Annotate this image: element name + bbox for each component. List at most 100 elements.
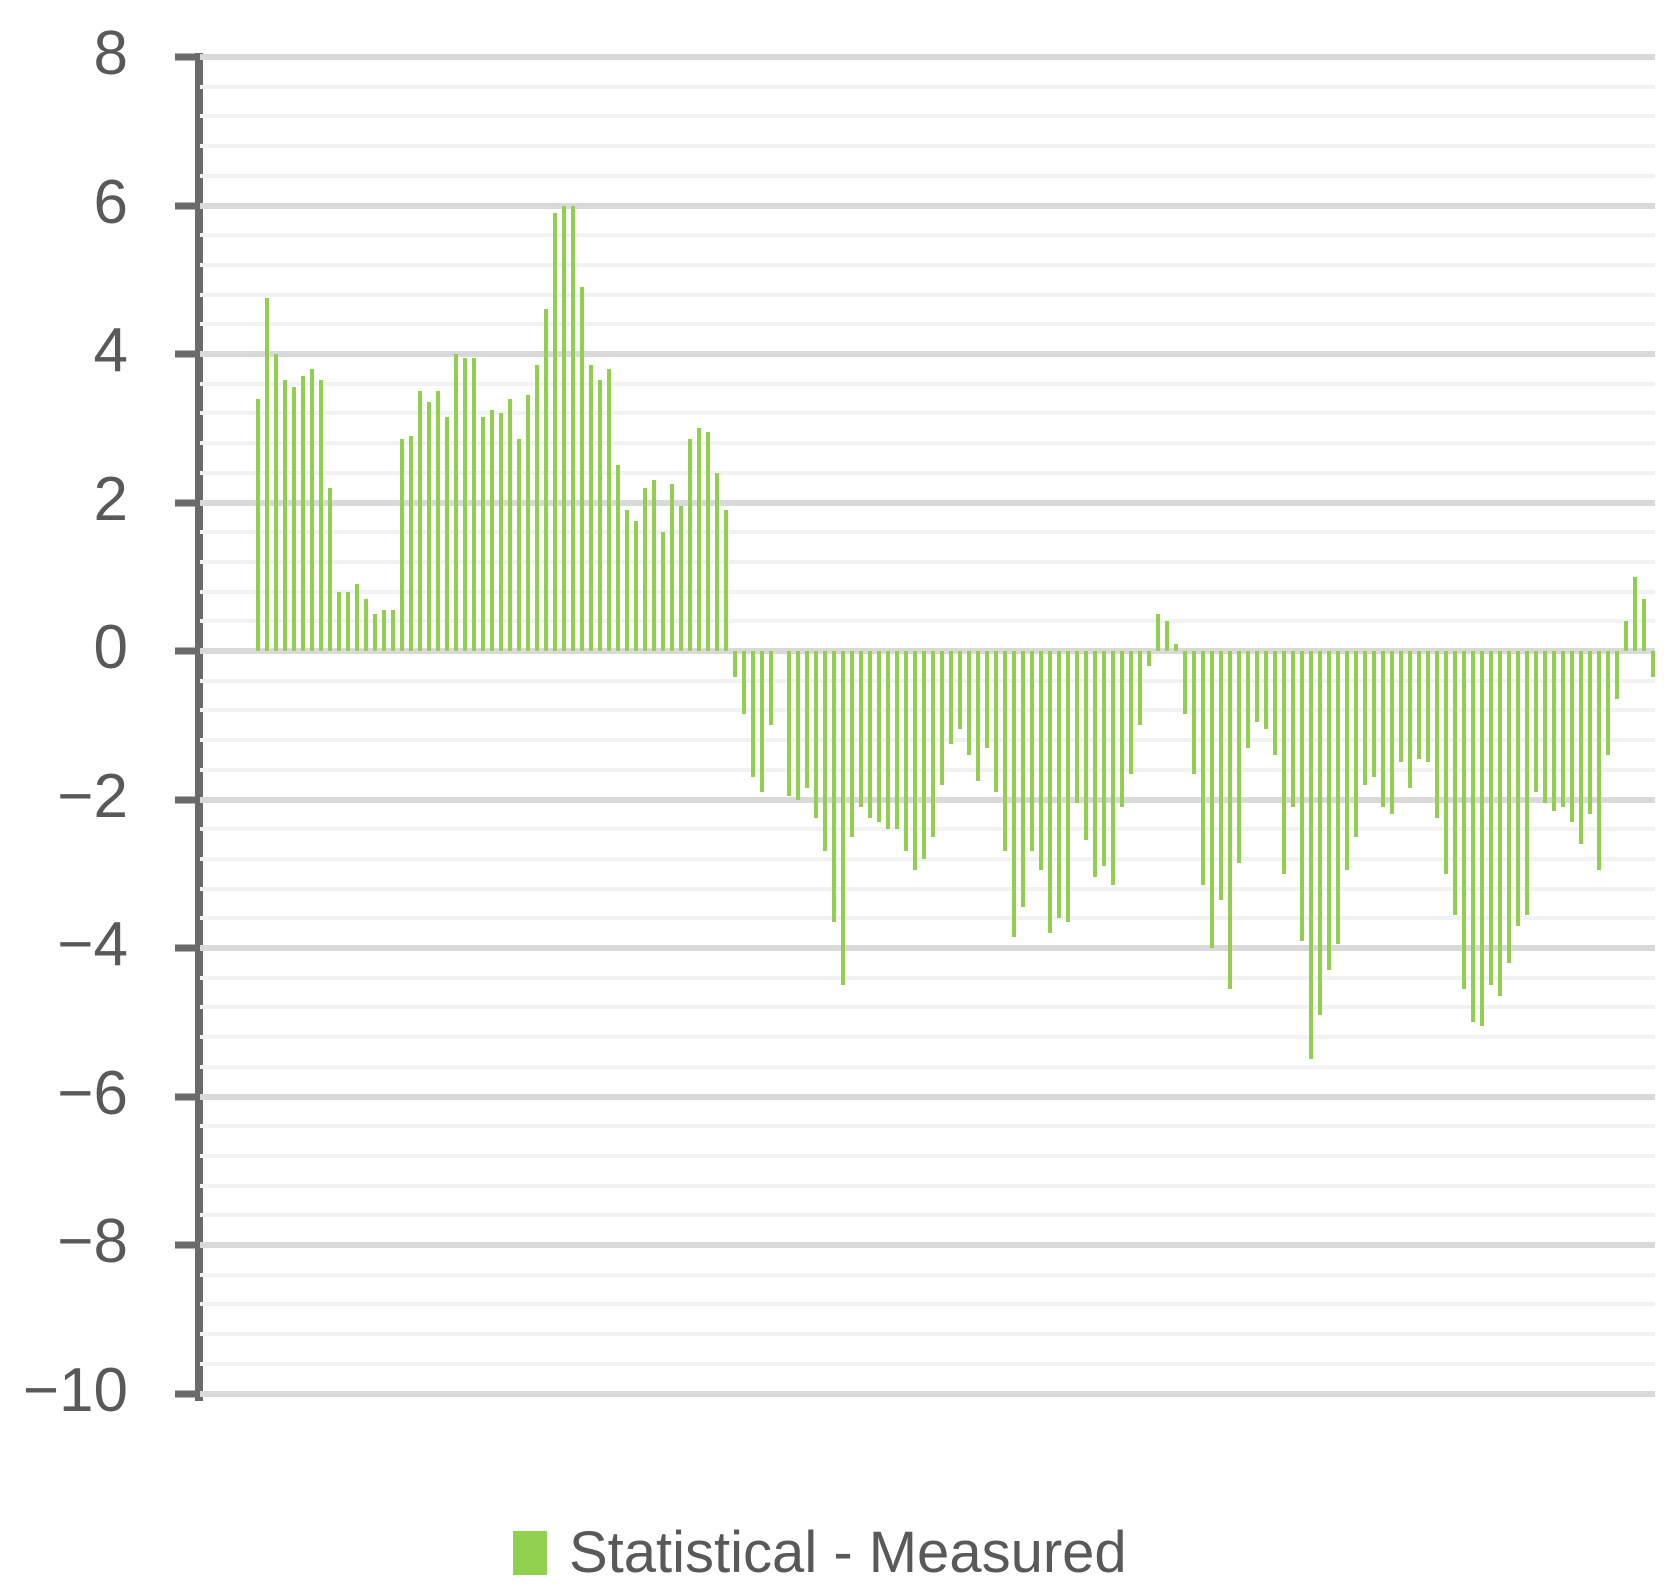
minor-gridline xyxy=(200,856,1655,861)
bar xyxy=(292,387,296,651)
bar xyxy=(544,309,548,651)
bar xyxy=(526,394,530,651)
bar xyxy=(1498,651,1502,997)
bar xyxy=(706,431,710,651)
bar xyxy=(319,379,323,651)
bar xyxy=(1264,651,1268,729)
bar xyxy=(508,398,512,651)
bar xyxy=(310,368,314,651)
minor-gridline xyxy=(200,1361,1655,1366)
bar xyxy=(1633,576,1637,651)
bar xyxy=(1057,651,1061,919)
bar xyxy=(463,357,467,651)
bar xyxy=(733,651,737,677)
bar xyxy=(1102,651,1106,867)
y-tick-label: −8 xyxy=(57,1207,128,1276)
bar xyxy=(1615,651,1619,700)
bar xyxy=(670,483,674,651)
bar xyxy=(373,613,377,651)
minor-gridline xyxy=(200,589,1655,594)
bar xyxy=(985,651,989,748)
bar xyxy=(607,368,611,651)
bar xyxy=(1327,651,1331,971)
bar xyxy=(1435,651,1439,819)
bar xyxy=(418,391,422,651)
bar xyxy=(1084,651,1088,841)
bar xyxy=(1444,651,1448,874)
bar xyxy=(895,651,899,830)
bar xyxy=(751,651,755,778)
bar xyxy=(1624,621,1628,651)
y-axis-tick xyxy=(175,202,203,209)
bar xyxy=(1021,651,1025,908)
bar xyxy=(1174,643,1178,651)
major-gridline xyxy=(200,499,1655,506)
minor-gridline xyxy=(200,144,1655,149)
bar xyxy=(382,610,386,651)
bar xyxy=(409,435,413,651)
minor-gridline xyxy=(200,233,1655,238)
bar xyxy=(1390,651,1394,815)
legend-swatch xyxy=(513,1531,547,1575)
major-gridline xyxy=(200,796,1655,803)
major-gridline xyxy=(200,1242,1655,1248)
bar xyxy=(1345,651,1349,871)
bar xyxy=(1183,651,1187,715)
bar xyxy=(1480,651,1484,1026)
bar xyxy=(1255,651,1259,722)
minor-gridline xyxy=(200,322,1655,327)
bar xyxy=(1381,651,1385,807)
bar xyxy=(454,354,458,651)
minor-gridline xyxy=(200,84,1655,89)
bar xyxy=(949,651,953,744)
bar xyxy=(679,506,683,651)
minor-gridline xyxy=(200,975,1655,980)
bar xyxy=(1246,651,1250,748)
bar xyxy=(1561,651,1565,807)
bar xyxy=(877,651,881,822)
minor-gridline xyxy=(200,381,1655,386)
bar xyxy=(580,287,584,651)
bar xyxy=(1597,651,1601,871)
bar xyxy=(1003,651,1007,852)
bar xyxy=(436,391,440,651)
y-axis-tick xyxy=(175,350,203,358)
bar xyxy=(1543,651,1547,804)
bar xyxy=(517,439,521,651)
minor-gridline xyxy=(200,1124,1655,1129)
bar xyxy=(904,651,908,852)
bar xyxy=(841,651,845,986)
bar xyxy=(1111,651,1115,885)
bar xyxy=(1516,651,1520,926)
bar xyxy=(814,651,818,819)
bar xyxy=(1579,651,1583,845)
bar xyxy=(1507,651,1511,963)
major-gridline xyxy=(200,945,1655,951)
bar xyxy=(1039,651,1043,871)
bar xyxy=(1570,651,1574,822)
bar xyxy=(760,651,764,793)
bar xyxy=(697,428,701,651)
bar xyxy=(1606,651,1610,755)
bar xyxy=(355,584,359,651)
minor-gridline xyxy=(200,827,1655,832)
bar xyxy=(328,487,332,651)
bar xyxy=(598,379,602,651)
bar xyxy=(1048,651,1052,934)
bar xyxy=(1075,651,1079,804)
bar xyxy=(472,357,476,651)
bar xyxy=(787,651,791,796)
bar xyxy=(967,651,971,755)
minor-gridline xyxy=(200,619,1655,624)
y-axis-tick xyxy=(175,1390,203,1397)
bar xyxy=(1066,651,1070,922)
bar xyxy=(1237,651,1241,863)
bar xyxy=(1012,651,1016,937)
bar xyxy=(634,521,638,651)
bar xyxy=(1651,651,1655,677)
minor-gridline xyxy=(200,1153,1655,1158)
bar xyxy=(1273,651,1277,755)
y-tick-label: −2 xyxy=(57,761,128,831)
y-axis-line xyxy=(195,53,203,1401)
